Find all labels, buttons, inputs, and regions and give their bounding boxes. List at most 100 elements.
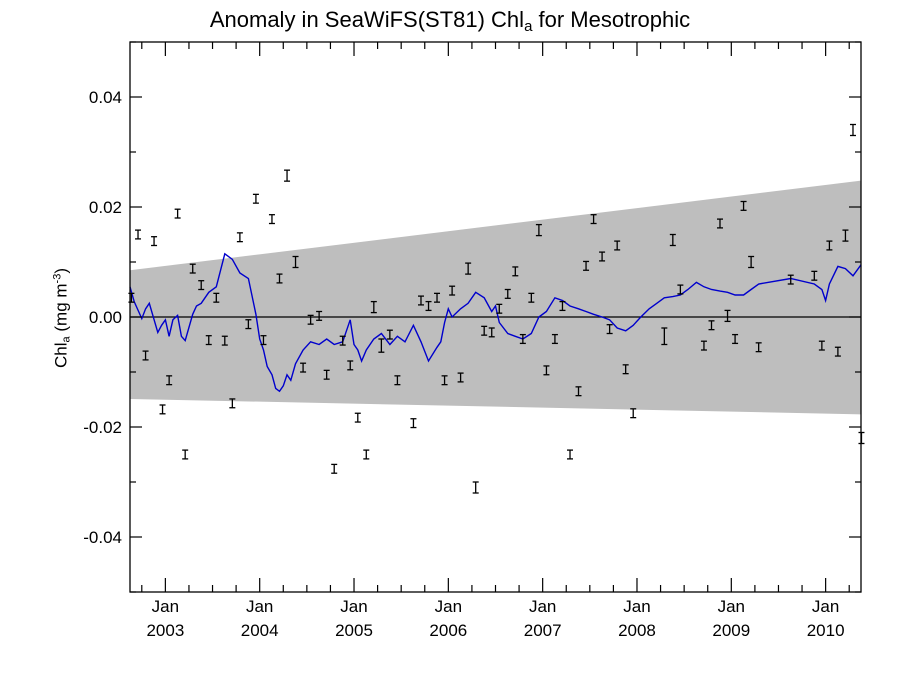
anomaly-errorbar (732, 333, 739, 345)
anomaly-errorbar (842, 229, 849, 242)
x-tick-year-label: 2008 (618, 621, 656, 640)
anomaly-errorbar (316, 310, 323, 321)
anomaly-errorbar (182, 449, 189, 460)
anomaly-errorbar (142, 350, 149, 361)
anomaly-errorbar (457, 372, 464, 383)
anomaly-errorbar (307, 314, 314, 325)
anomaly-errorbar (159, 404, 166, 415)
x-tick-month-label: Jan (435, 597, 462, 616)
anomaly-errorbar (818, 340, 825, 351)
x-tick-year-label: 2003 (146, 621, 184, 640)
anomaly-errorbar (166, 375, 173, 386)
x-tick-year-label: 2010 (807, 621, 845, 640)
anomaly-errorbar (661, 327, 668, 346)
anomaly-errorbar (276, 273, 283, 284)
anomaly-errorbar (834, 346, 841, 357)
anomaly-errorbar (606, 324, 613, 335)
smoothed-line-layer (129, 252, 862, 393)
anomaly-errorbar (622, 364, 629, 375)
anomaly-errorbar (575, 386, 582, 397)
anomaly-errorbar (260, 335, 267, 346)
x-tick-month-label: Jan (718, 597, 745, 616)
anomaly-errorbar (370, 300, 377, 314)
anomaly-errorbar (441, 375, 448, 386)
anomaly-errorbar (323, 369, 330, 380)
anomaly-errorbar (284, 169, 291, 182)
anomaly-errorbar (708, 320, 715, 331)
anomaly-errorbar (465, 262, 472, 275)
anomaly-errorbar (583, 260, 590, 271)
anomaly-errorbar (354, 412, 361, 423)
anomaly-errorbar (740, 200, 747, 211)
anomaly-errorbar (528, 292, 535, 303)
anomaly-errorbar (669, 233, 676, 247)
anomaly-errorbar (229, 398, 236, 409)
y-tick-label: 0.00 (89, 308, 122, 327)
anomaly-errorbar (252, 193, 259, 204)
anomaly-errorbar (590, 214, 597, 225)
anomaly-errorbar (213, 292, 220, 303)
x-tick-year-label: 2006 (429, 621, 467, 640)
anomaly-errorbar (787, 274, 794, 285)
anomaly-errorbar (567, 449, 574, 460)
y-tick-label: 0.04 (89, 88, 122, 107)
anomaly-errorbar (755, 342, 762, 353)
chart-title-subscript: a (524, 18, 533, 35)
x-tick-month-label: Jan (529, 597, 556, 616)
x-tick-year-label: 2005 (335, 621, 373, 640)
y-tick-label: -0.02 (83, 418, 122, 437)
y-tick-label: -0.04 (83, 528, 122, 547)
anomaly-errorbar (519, 333, 526, 345)
x-tick-month-label: Jan (246, 597, 273, 616)
anomaly-errorbar (189, 263, 196, 274)
anomaly-errorbar (425, 300, 432, 312)
anomaly-errorbar (174, 208, 181, 219)
anomaly-errorbar (236, 232, 243, 243)
anomaly-errorbar (849, 123, 856, 137)
anomaly-errorbar (716, 218, 723, 229)
anomaly-errorbar (481, 325, 488, 336)
anomaly-errorbar (543, 365, 550, 376)
x-tick-year-label: 2004 (241, 621, 279, 640)
chart-title-tail: for Mesotrophic (532, 7, 691, 32)
anomaly-errorbar (559, 300, 566, 312)
anomaly-errorbar (331, 463, 338, 474)
anomaly-errorbar (724, 309, 731, 323)
anomaly-errorbar (151, 236, 158, 247)
x-tick-month-label: Jan (152, 597, 179, 616)
chart-title-main: Anomaly in SeaWiFS(ST81) Chl (209, 7, 525, 32)
anomaly-errorbar (300, 362, 307, 373)
anomaly-errorbar (268, 214, 275, 225)
anomaly-errorbar (417, 295, 424, 306)
confidence-band-layer (130, 180, 861, 415)
anomaly-errorbar (221, 335, 228, 346)
chart-title: Anomaly in SeaWiFS(ST81) Chla for Mesotr… (0, 7, 900, 35)
anomaly-errorbar (245, 319, 252, 330)
anomaly-errorbar (496, 303, 503, 314)
anomaly-errorbar (347, 360, 354, 371)
anomaly-errorbar (339, 335, 346, 346)
anomaly-errorbar (614, 240, 621, 251)
anomaly-errorbar (386, 329, 393, 340)
x-tick-year-label: 2009 (712, 621, 750, 640)
anomaly-errorbar (748, 255, 755, 269)
x-tick-month-label: Jan (623, 597, 650, 616)
anomaly-errorbar (198, 280, 205, 291)
anomaly-errorbar (449, 285, 456, 296)
anomaly-errorbar (135, 229, 142, 240)
anomaly-errorbar (535, 223, 542, 237)
anomaly-errorbar (826, 240, 833, 251)
anomaly-errorbar (512, 266, 519, 277)
anomaly-errorbar (363, 449, 370, 460)
anomaly-errorbar (205, 335, 212, 346)
anomaly-errorbar (394, 375, 401, 386)
anomaly-errorbar (599, 251, 606, 262)
errorbar-layer (128, 123, 865, 494)
axes-layer: -0.04 -0.02 0.00 0.02 0.04 Jan 2003 Jan 2004 Jan 2… (83, 41, 862, 640)
anomaly-errorbar (378, 338, 385, 353)
anomaly-errorbar (410, 418, 417, 429)
y-tick-label: 0.02 (89, 198, 122, 217)
anomaly-errorbar (811, 270, 818, 281)
x-tick-year-label: 2007 (524, 621, 562, 640)
